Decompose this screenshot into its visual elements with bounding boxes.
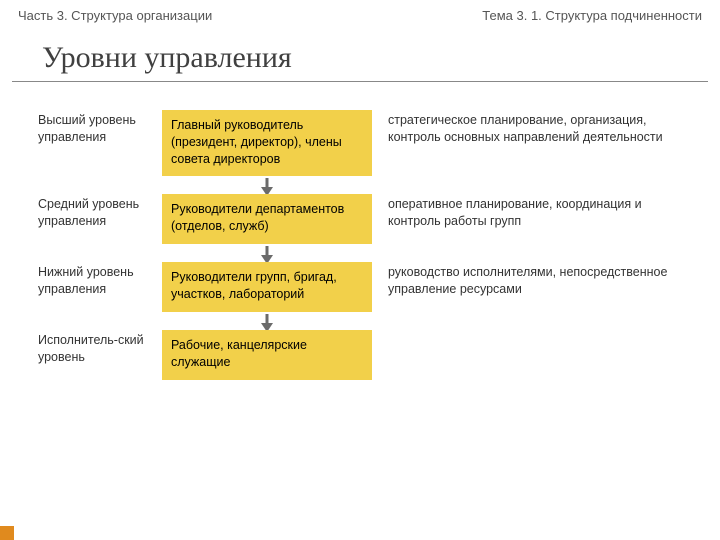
level-label: Средний уровень управления xyxy=(38,194,146,244)
arrow-row xyxy=(38,184,694,194)
role-box: Главный руководитель (президент, директо… xyxy=(162,110,372,176)
level-desc: стратегическое планирование, организация… xyxy=(388,110,694,176)
header-right: Тема 3. 1. Структура подчиненности xyxy=(482,8,702,23)
level-desc xyxy=(388,330,694,380)
level-label: Высший уровень управления xyxy=(38,110,146,176)
role-box: Рабочие, канцелярские служащие xyxy=(162,330,372,380)
accent-square xyxy=(0,526,14,540)
role-box: Руководители департаментов (отделов, слу… xyxy=(162,194,372,244)
level-row: Нижний уровень управления Руководители г… xyxy=(38,262,694,312)
level-row: Средний уровень управления Руководители … xyxy=(38,194,694,244)
level-row: Исполнитель-ский уровень Рабочие, канцел… xyxy=(38,330,694,380)
arrow-row xyxy=(38,252,694,262)
page-title: Уровни управления xyxy=(12,23,708,82)
header-left: Часть 3. Структура организации xyxy=(18,8,212,23)
level-row: Высший уровень управления Главный руково… xyxy=(38,110,694,176)
slide-header: Часть 3. Структура организации Тема 3. 1… xyxy=(0,0,720,23)
level-label: Нижний уровень управления xyxy=(38,262,146,312)
level-label: Исполнитель-ский уровень xyxy=(38,330,146,380)
role-box: Руководители групп, бригад, участков, ла… xyxy=(162,262,372,312)
level-desc: руководство исполнителями, непосредствен… xyxy=(388,262,694,312)
levels-diagram: Высший уровень управления Главный руково… xyxy=(0,82,720,380)
arrow-row xyxy=(38,320,694,330)
level-desc: оперативное планирование, координация и … xyxy=(388,194,694,244)
